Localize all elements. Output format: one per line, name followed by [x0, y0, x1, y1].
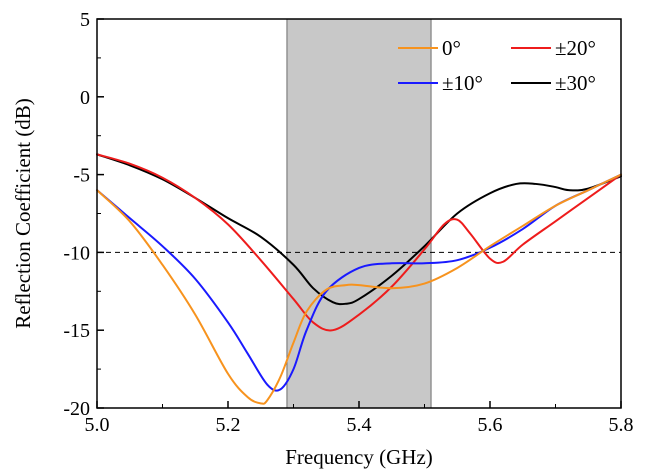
legend-label: ±30°	[555, 71, 596, 95]
series-line-1	[96, 173, 622, 392]
y-tick-label: -15	[63, 320, 90, 342]
legend-label: ±10°	[442, 71, 483, 95]
legend-entry: 0°	[398, 36, 461, 60]
y-tick-label: -5	[73, 165, 90, 187]
legend-label: 0°	[442, 36, 461, 60]
y-tick-label: 5	[80, 9, 90, 31]
x-tick-label: 5.8	[609, 414, 634, 436]
x-tick-label: 5.2	[216, 414, 241, 436]
x-tick-label: 5.6	[478, 414, 503, 436]
legend-label: ±20°	[555, 36, 596, 60]
series-line-0	[96, 173, 622, 405]
legend-entry: ±30°	[511, 71, 596, 95]
y-tick-label: -20	[63, 398, 90, 420]
legend-entry: ±20°	[511, 36, 596, 60]
shaded-frequency-band	[286, 18, 432, 409]
x-tick-label: 5.4	[347, 414, 372, 436]
y-tick-label: 0	[80, 87, 90, 109]
axis-ticks: 5.0 5.2 5.4 5.6 5.8 5 0 -5 -10 -15 -20	[63, 9, 633, 436]
shaded-band-layer	[286, 18, 432, 409]
legend-entry: ±10°	[398, 71, 483, 95]
series-layer	[96, 153, 622, 405]
y-axis-title: Reflection Coefficient (dB)	[11, 98, 35, 329]
legend: 0° ±20° ±10° ±30°	[398, 36, 596, 95]
y-tick-label: -10	[63, 242, 90, 264]
x-tick-label: 5.0	[85, 414, 110, 436]
x-axis-title: Frequency (GHz)	[285, 445, 433, 469]
series-line-2	[96, 153, 622, 332]
